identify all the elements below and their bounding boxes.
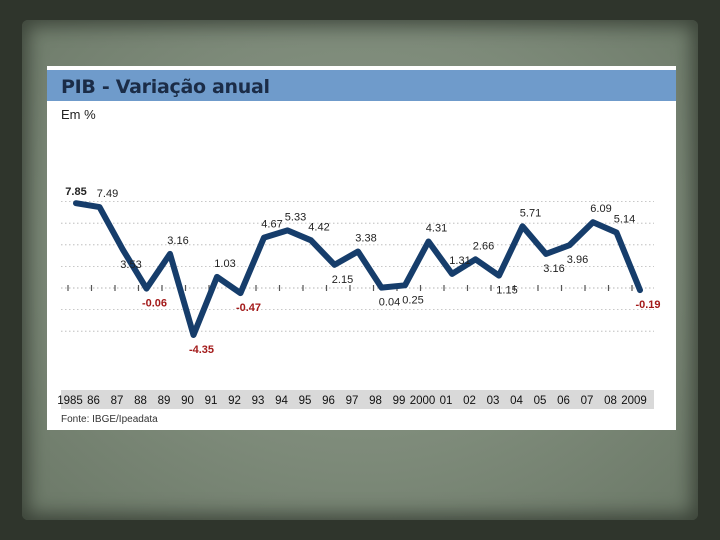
data-label: 0.04 xyxy=(379,297,400,309)
x-tick-label: 07 xyxy=(581,395,594,407)
x-tick-label: 91 xyxy=(205,395,218,407)
x-tick-label: 87 xyxy=(111,395,124,407)
data-label: 0.25 xyxy=(402,294,423,306)
x-tick-label: 03 xyxy=(487,395,500,407)
data-label: 3.96 xyxy=(567,254,588,266)
chart-card: PIB - Variação anual Em % 7.85 7.49 3.53 -0.… xyxy=(47,66,676,430)
chart-source: Fonte: IBGE/Ipeadata xyxy=(61,414,158,425)
x-tick-label: 94 xyxy=(275,395,288,407)
data-label: 4.67 xyxy=(261,219,282,231)
x-tick-label: 90 xyxy=(181,395,194,407)
data-label: -0.06 xyxy=(142,298,167,310)
data-label: 5.33 xyxy=(285,211,306,223)
unit-label: Em % xyxy=(61,107,96,122)
x-tick-label: 04 xyxy=(510,395,523,407)
data-label: 7.49 xyxy=(97,188,118,200)
x-tick-label: 96 xyxy=(322,395,335,407)
data-label: -0.19 xyxy=(635,299,660,311)
data-label: 3.53 xyxy=(120,259,141,271)
x-tick-label: 99 xyxy=(393,395,406,407)
data-label: -4.35 xyxy=(189,344,214,356)
x-tick-label: 88 xyxy=(134,395,147,407)
x-tick-label: 97 xyxy=(346,395,359,407)
data-label: 2.15 xyxy=(332,274,353,286)
data-label: 7.85 xyxy=(65,186,86,198)
x-axis-bar xyxy=(61,390,654,409)
x-tick-label: 06 xyxy=(557,395,570,407)
chart-title: PIB - Variação anual xyxy=(61,76,270,98)
data-label: 1.15 xyxy=(496,285,517,297)
chart-title-bar: PIB - Variação anual xyxy=(47,70,676,101)
x-tick-label: 89 xyxy=(158,395,171,407)
x-tick-label: 05 xyxy=(534,395,547,407)
data-label: 1.31 xyxy=(449,255,470,267)
x-tick-label: 95 xyxy=(299,395,312,407)
data-label: 3.38 xyxy=(355,232,376,244)
x-tick-label: 01 xyxy=(440,395,453,407)
series-line xyxy=(73,200,643,338)
data-label: 4.31 xyxy=(426,222,447,234)
data-label: 4.42 xyxy=(308,221,329,233)
x-tick-label: 02 xyxy=(463,395,476,407)
x-tick-label: 08 xyxy=(604,395,617,407)
x-tick-label: 93 xyxy=(252,395,265,407)
x-tick-label: 2000 xyxy=(410,395,436,407)
x-tick-label: 1985 xyxy=(57,395,83,407)
data-label: 6.09 xyxy=(590,203,611,215)
data-label: 5.71 xyxy=(520,207,541,219)
data-label: 5.14 xyxy=(614,213,635,225)
data-label: -0.47 xyxy=(236,302,261,314)
data-label: 2.66 xyxy=(473,240,494,252)
x-tick-label: 92 xyxy=(228,395,241,407)
line-chart: Em % 7.85 7.49 3.53 -0.06 3.16 -4.35 1.03 -0.47 4… xyxy=(57,107,661,409)
data-label: 3.16 xyxy=(167,235,188,247)
data-label: 3.16 xyxy=(543,263,564,275)
x-tick-label: 2009 xyxy=(621,395,647,407)
x-tick-label: 98 xyxy=(369,395,382,407)
data-label: 1.03 xyxy=(214,258,235,270)
x-tick-label: 86 xyxy=(87,395,100,407)
